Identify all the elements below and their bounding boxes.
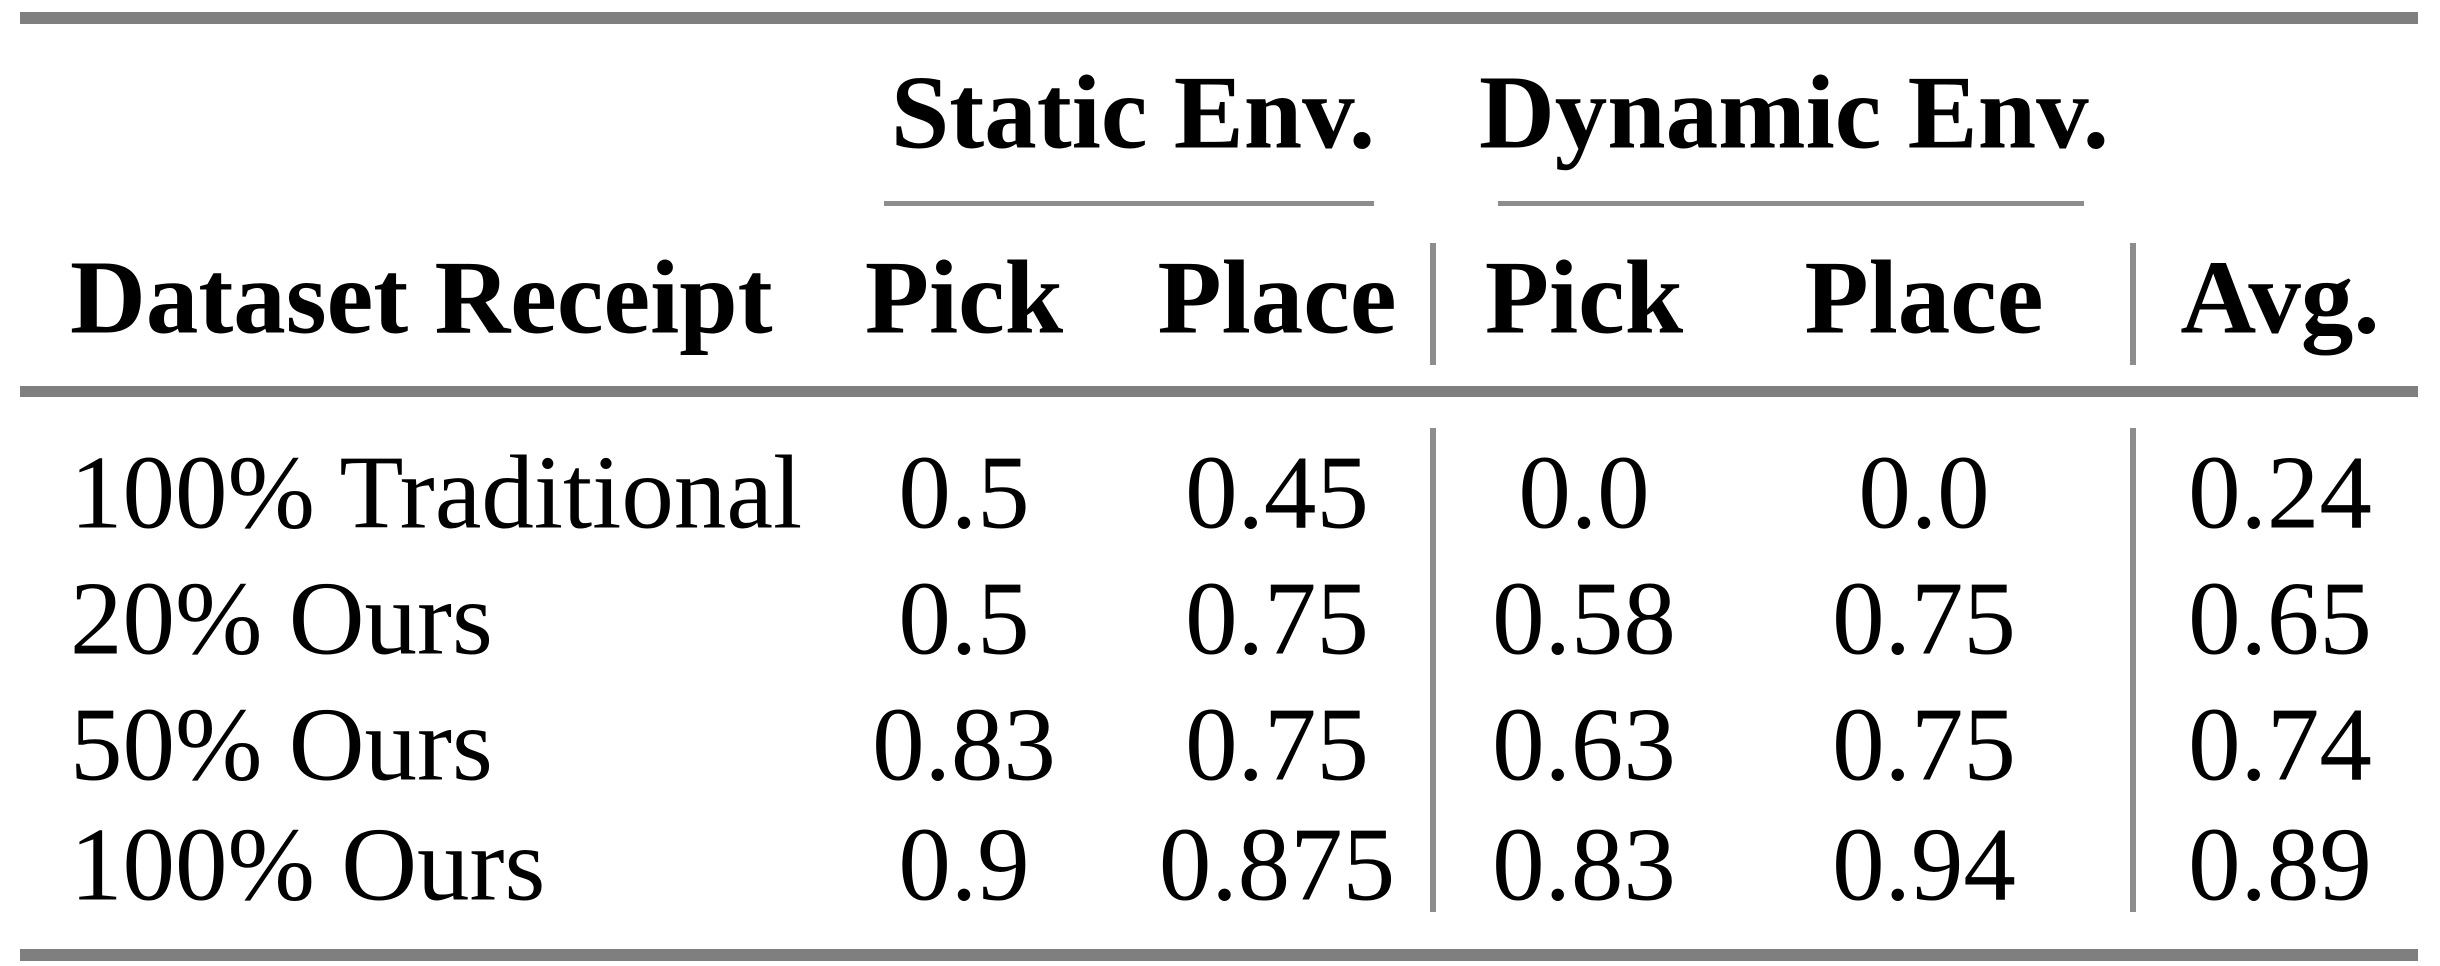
row-1-static-place: 0.75 bbox=[1185, 559, 1369, 677]
column-header-dynamic-pick: Pick bbox=[1484, 238, 1684, 356]
row-2-dynamic-place: 0.75 bbox=[1832, 685, 2016, 803]
row-3-static-place: 0.875 bbox=[1158, 805, 1396, 923]
row-3-dynamic-pick: 0.83 bbox=[1492, 805, 1676, 923]
row-0-label: 100% Traditional bbox=[70, 433, 803, 551]
row-2-static-pick: 0.83 bbox=[872, 685, 1056, 803]
row-2-static-place: 0.75 bbox=[1185, 685, 1369, 803]
row-1-dynamic-pick: 0.58 bbox=[1492, 559, 1676, 677]
row-1-label: 20% Ours bbox=[70, 559, 493, 677]
row-0-dynamic-place: 0.0 bbox=[1858, 433, 1990, 551]
table-bottom-rule bbox=[20, 949, 2418, 961]
header-vertical-separator-avg bbox=[2130, 243, 2136, 365]
row-3-label: 100% Ours bbox=[70, 805, 546, 923]
body-vertical-separator-groups bbox=[1430, 428, 1436, 912]
header-vertical-separator-groups bbox=[1430, 243, 1436, 365]
dynamic-env-underline-rule bbox=[1498, 201, 2084, 206]
column-header-dataset-receipt: Dataset Receipt bbox=[70, 238, 773, 356]
row-3-static-pick: 0.9 bbox=[898, 805, 1030, 923]
column-header-avg: Avg. bbox=[2180, 238, 2380, 356]
row-3-dynamic-place: 0.94 bbox=[1832, 805, 2016, 923]
row-3-avg: 0.89 bbox=[2188, 805, 2372, 923]
row-2-label: 50% Ours bbox=[70, 685, 493, 803]
group-header-static-env: Static Env. bbox=[890, 53, 1376, 171]
row-1-static-pick: 0.5 bbox=[898, 559, 1030, 677]
column-header-static-pick: Pick bbox=[864, 238, 1064, 356]
group-header-dynamic-env: Dynamic Env. bbox=[1478, 53, 2110, 171]
row-1-avg: 0.65 bbox=[2188, 559, 2372, 677]
static-env-underline-rule bbox=[884, 201, 1374, 206]
row-0-avg: 0.24 bbox=[2188, 433, 2372, 551]
row-0-static-pick: 0.5 bbox=[898, 433, 1030, 551]
row-0-static-place: 0.45 bbox=[1185, 433, 1369, 551]
body-vertical-separator-avg bbox=[2130, 428, 2136, 912]
row-2-avg: 0.74 bbox=[2188, 685, 2372, 803]
column-header-static-place: Place bbox=[1157, 238, 1397, 356]
row-2-dynamic-pick: 0.63 bbox=[1492, 685, 1676, 803]
column-header-dynamic-place: Place bbox=[1804, 238, 2044, 356]
row-1-dynamic-place: 0.75 bbox=[1832, 559, 2016, 677]
table-mid-rule bbox=[20, 386, 2418, 397]
row-0-dynamic-pick: 0.0 bbox=[1518, 433, 1650, 551]
table-top-rule bbox=[20, 12, 2418, 24]
